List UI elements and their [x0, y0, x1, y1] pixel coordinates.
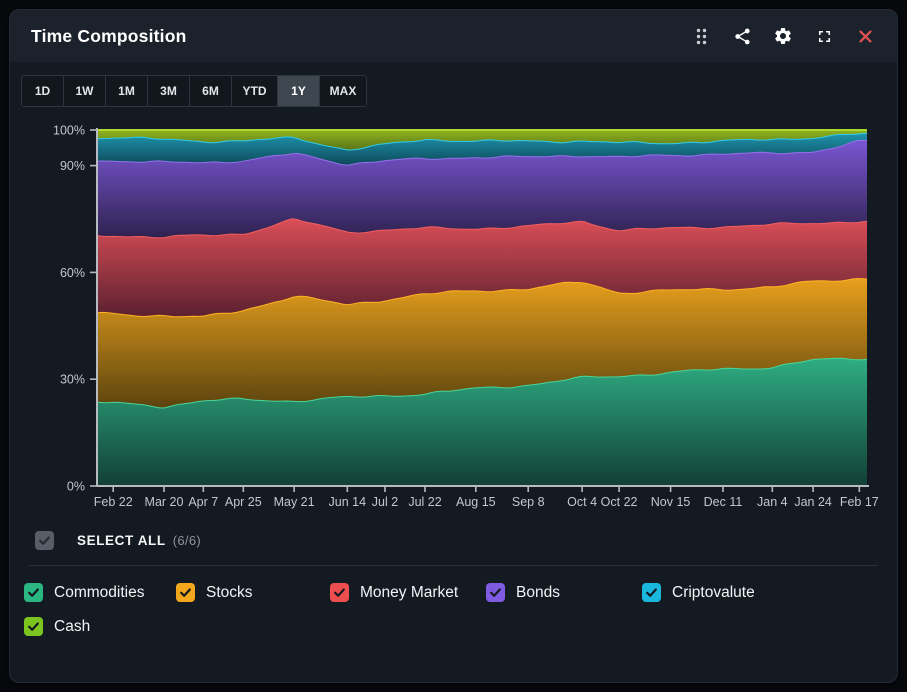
criptovalute-checkbox[interactable] — [642, 583, 661, 602]
select-all-row: SELECT ALL (6/6) — [10, 511, 897, 555]
x-tick-label: Aug 15 — [456, 495, 496, 509]
x-tick-label: Apr 7 — [188, 495, 218, 509]
select-all-checkbox[interactable] — [35, 530, 54, 550]
x-tick-label: Jul 2 — [372, 495, 398, 509]
legend-label: Cash — [54, 617, 91, 635]
x-tick-label: Jul 22 — [408, 495, 441, 509]
range-button-1w[interactable]: 1W — [64, 76, 106, 106]
x-tick-label: Nov 15 — [651, 495, 691, 509]
stocks-checkbox[interactable] — [176, 583, 195, 602]
x-tick-label: Oct 4 — [567, 495, 597, 509]
area-criptovalute — [97, 132, 867, 165]
x-tick-label: May 21 — [274, 495, 315, 509]
select-all-count: (6/6) — [172, 532, 201, 548]
x-tick-label: Jan 4 — [757, 495, 788, 509]
legend-item-commodities[interactable]: Commodities — [24, 583, 176, 602]
settings-icon[interactable] — [773, 26, 793, 46]
time-range-bar: 1D 1W 1M 3M 6M YTD 1Y MAX — [10, 62, 897, 107]
cash-checkbox[interactable] — [24, 617, 43, 636]
area-money-market — [97, 218, 867, 317]
legend-label: Bonds — [516, 583, 560, 601]
range-button-1m[interactable]: 1M — [106, 76, 148, 106]
range-button-1d[interactable]: 1D — [22, 76, 64, 106]
widget-header: Time Composition — [10, 10, 897, 62]
x-tick-label: Feb 17 — [840, 495, 879, 509]
x-tick-label: Oct 22 — [601, 495, 638, 509]
bonds-checkbox[interactable] — [486, 583, 505, 602]
select-all-label: SELECT ALL (6/6) — [77, 532, 201, 548]
legend-label: Stocks — [206, 583, 253, 601]
stacked-area-chart[interactable]: 100% 90% 60% 30% 0% Feb 22 Mar 20 Apr 7 Apr 25 Ma… — [17, 113, 891, 511]
header-toolbar — [691, 26, 875, 46]
range-button-ytd[interactable]: YTD — [232, 76, 278, 106]
y-tick-label: 90% — [60, 159, 85, 173]
legend-item-bonds[interactable]: Bonds — [486, 583, 642, 602]
drag-handle-icon[interactable] — [691, 26, 711, 46]
x-tick-label: Jan 24 — [794, 495, 832, 509]
x-tick-label: Apr 25 — [225, 495, 262, 509]
y-tick-label: 60% — [60, 266, 85, 280]
range-button-max[interactable]: MAX — [320, 76, 366, 106]
x-tick-label: Feb 22 — [94, 495, 133, 509]
area-stocks — [97, 278, 867, 408]
y-tick-label: 30% — [60, 373, 85, 387]
fullscreen-icon[interactable] — [814, 26, 834, 46]
x-tick-label: Dec 11 — [704, 495, 743, 509]
legend-divider — [29, 565, 878, 566]
page-title: Time Composition — [31, 25, 187, 46]
legend-item-money-market[interactable]: Money Market — [330, 583, 486, 602]
share-icon[interactable] — [732, 26, 752, 46]
line-criptovalute — [96, 131, 868, 151]
close-icon[interactable] — [855, 26, 875, 46]
money-market-checkbox[interactable] — [330, 583, 349, 602]
area-bonds — [97, 139, 867, 238]
time-range-group: 1D 1W 1M 3M 6M YTD 1Y MAX — [21, 75, 367, 107]
x-tick-label: Sep 8 — [512, 495, 545, 509]
range-button-1y[interactable]: 1Y — [278, 76, 320, 106]
x-tick-label: Mar 20 — [145, 495, 184, 509]
y-tick-label: 100% — [53, 124, 85, 138]
legend-label: Commodities — [54, 583, 145, 601]
y-tick-label: 0% — [67, 480, 85, 494]
legend-item-stocks[interactable]: Stocks — [176, 583, 330, 602]
chart-canvas[interactable]: 100% 90% 60% 30% 0% Feb 22 Mar 20 Apr 7 Apr 25 Ma… — [17, 113, 892, 511]
legend-item-cash[interactable]: Cash — [24, 617, 176, 636]
range-button-6m[interactable]: 6M — [190, 76, 232, 106]
commodities-checkbox[interactable] — [24, 583, 43, 602]
legend-label: Money Market — [360, 583, 459, 601]
range-button-3m[interactable]: 3M — [148, 76, 190, 106]
x-tick-label: Jun 14 — [329, 495, 367, 509]
area-commodities — [97, 357, 867, 486]
time-composition-widget: Time Composition — [9, 9, 898, 683]
chart-legend: Commodities Stocks Money Market Bonds Cripto… — [10, 566, 897, 636]
area-cash — [97, 130, 867, 150]
legend-item-criptovalute[interactable]: Criptovalute — [642, 583, 897, 602]
legend-label: Criptovalute — [672, 583, 755, 601]
